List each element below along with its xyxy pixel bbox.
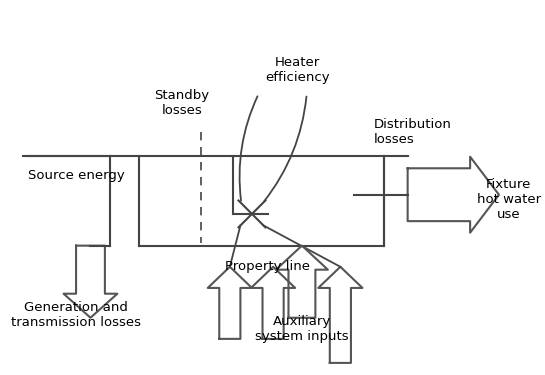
Text: Auxiliary
system inputs: Auxiliary system inputs [255,315,349,343]
Text: Distribution
losses: Distribution losses [374,118,452,146]
Text: Source energy: Source energy [28,169,125,182]
Text: Generation and
transmission losses: Generation and transmission losses [11,301,141,329]
Text: Fixture
hot water
use: Fixture hot water use [476,178,541,221]
Text: Property line: Property line [225,260,310,273]
Text: Standby
losses: Standby losses [154,89,209,117]
Text: Heater
efficiency: Heater efficiency [265,56,329,84]
